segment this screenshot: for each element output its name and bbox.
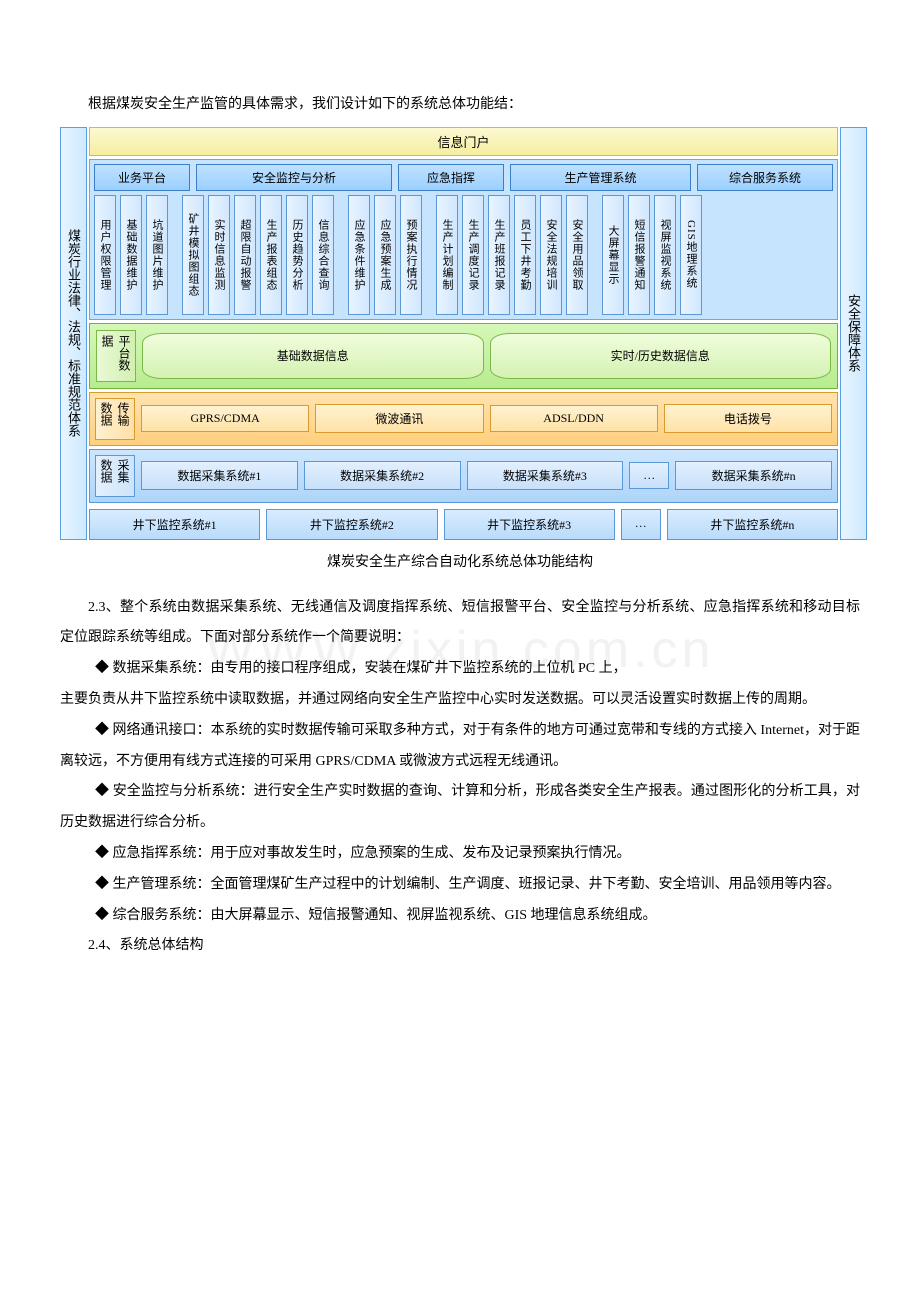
collect-cell: 数据采集系统#3 (467, 461, 624, 490)
category-cell: 应急指挥 (398, 164, 504, 191)
module-cell: 历史趋势分析 (286, 195, 308, 315)
platform-left-cylinder: 基础数据信息 (142, 333, 484, 379)
transport-row: 传输数据 GPRS/CDMA 微波通讯 ADSL/DDN 电话拨号 (89, 392, 838, 446)
bullet-safety-monitor: ◆ 安全监控与分析系统：进行安全生产实时数据的查询、计算和分析，形成各类安全生产… (60, 777, 860, 839)
transport-cell: 微波通讯 (315, 404, 483, 433)
bullet-service: ◆ 综合服务系统：由大屏幕显示、短信报警通知、视屏监视系统、GIS 地理信息系统… (60, 901, 860, 932)
module-cell: 坑道图片维护 (146, 195, 168, 315)
module-cell: 基础数据维护 (120, 195, 142, 315)
transport-cell: 电话拨号 (664, 404, 832, 433)
module-cell: 应急预案生成 (374, 195, 396, 315)
module-cell: 超限自动报警 (234, 195, 256, 315)
module-cell: 信息综合查询 (312, 195, 334, 315)
module-row: 用户权限管理基础数据维护坑道图片维护矿井模拟图组态实时信息监测超限自动报警生产报… (94, 195, 833, 315)
module-cell: 安全用品领取 (566, 195, 588, 315)
monitor-cell: 井下监控系统#1 (89, 509, 260, 540)
monitor-cell: 井下监控系统#n (667, 509, 838, 540)
category-cell: 综合服务系统 (697, 164, 833, 191)
left-side-label: 煤炭行业法律、法规、标准规范体系 (60, 127, 87, 540)
module-cell: 实时信息监测 (208, 195, 230, 315)
collect-row: 采集数据 数据采集系统#1 数据采集系统#2 数据采集系统#3 … 数据采集系统… (89, 449, 838, 503)
module-cell: 生产调度记录 (462, 195, 484, 315)
transport-cell: ADSL/DDN (490, 405, 658, 432)
module-cell: 员工下井考勤 (514, 195, 536, 315)
bullet-data-collect-b: 主要负责从井下监控系统中读取数据，并通过网络向安全生产监控中心实时发送数据。可以… (60, 685, 860, 716)
collect-cell: 数据采集系统#2 (304, 461, 461, 490)
top-banner: 信息门户 (89, 127, 838, 156)
right-side-label: 安全保障体系 (840, 127, 867, 540)
category-cell: 业务平台 (94, 164, 190, 191)
main-modules-area: 业务平台安全监控与分析应急指挥生产管理系统综合服务系统 用户权限管理基础数据维护… (89, 159, 838, 320)
section-2-4: 2.4、系统总体结构 (60, 931, 860, 962)
architecture-diagram: 煤炭行业法律、法规、标准规范体系 信息门户 业务平台安全监控与分析应急指挥生产管… (60, 127, 860, 540)
section-2-3: 2.3、整个系统由数据采集系统、无线通信及调度指挥系统、短信报警平台、安全监控与… (60, 593, 860, 655)
monitor-row: 井下监控系统#1 井下监控系统#2 井下监控系统#3 … 井下监控系统#n (89, 509, 838, 540)
monitor-cell: 井下监控系统#3 (444, 509, 615, 540)
collect-cell: 数据采集系统#n (675, 461, 832, 490)
platform-data-row: 平台数据 基础数据信息 实时/历史数据信息 (89, 323, 838, 389)
collect-cell: 数据采集系统#1 (141, 461, 298, 490)
module-cell: 矿井模拟图组态 (182, 195, 204, 315)
platform-right-cylinder: 实时/历史数据信息 (490, 333, 832, 379)
collect-label: 采集数据 (95, 455, 135, 497)
bullet-network: ◆ 网络通讯接口：本系统的实时数据传输可采取多种方式，对于有条件的地方可通过宽带… (60, 716, 860, 778)
intro-paragraph: 根据煤炭安全生产监管的具体需求，我们设计如下的系统总体功能结： (60, 90, 860, 121)
transport-cell: GPRS/CDMA (141, 405, 309, 432)
module-cell: 预案执行情况 (400, 195, 422, 315)
module-cell: GIS地理系统 (680, 195, 702, 315)
category-row: 业务平台安全监控与分析应急指挥生产管理系统综合服务系统 (94, 164, 833, 191)
monitor-cell: … (621, 509, 661, 540)
module-cell: 用户权限管理 (94, 195, 116, 315)
transport-label: 传输数据 (95, 398, 135, 440)
bullet-data-collect-a: ◆ 数据采集系统：由专用的接口程序组成，安装在煤矿井下监控系统的上位机 PC 上… (60, 654, 860, 685)
module-cell: 生产报表组态 (260, 195, 282, 315)
monitor-cell: 井下监控系统#2 (266, 509, 437, 540)
module-cell: 应急条件维护 (348, 195, 370, 315)
module-cell: 大屏幕显示 (602, 195, 624, 315)
diagram-caption: 煤炭安全生产综合自动化系统总体功能结构 (60, 548, 860, 579)
module-cell: 安全法规培训 (540, 195, 562, 315)
module-cell: 视屏监视系统 (654, 195, 676, 315)
module-cell: 短信报警通知 (628, 195, 650, 315)
bullet-production: ◆ 生产管理系统：全面管理煤矿生产过程中的计划编制、生产调度、班报记录、井下考勤… (60, 870, 860, 901)
bullet-emergency: ◆ 应急指挥系统：用于应对事故发生时，应急预案的生成、发布及记录预案执行情况。 (60, 839, 860, 870)
category-cell: 安全监控与分析 (196, 164, 392, 191)
category-cell: 生产管理系统 (510, 164, 691, 191)
module-cell: 生产班报记录 (488, 195, 510, 315)
collect-cell: … (629, 462, 669, 489)
module-cell: 生产计划编制 (436, 195, 458, 315)
platform-label: 平台数据 (96, 330, 136, 382)
